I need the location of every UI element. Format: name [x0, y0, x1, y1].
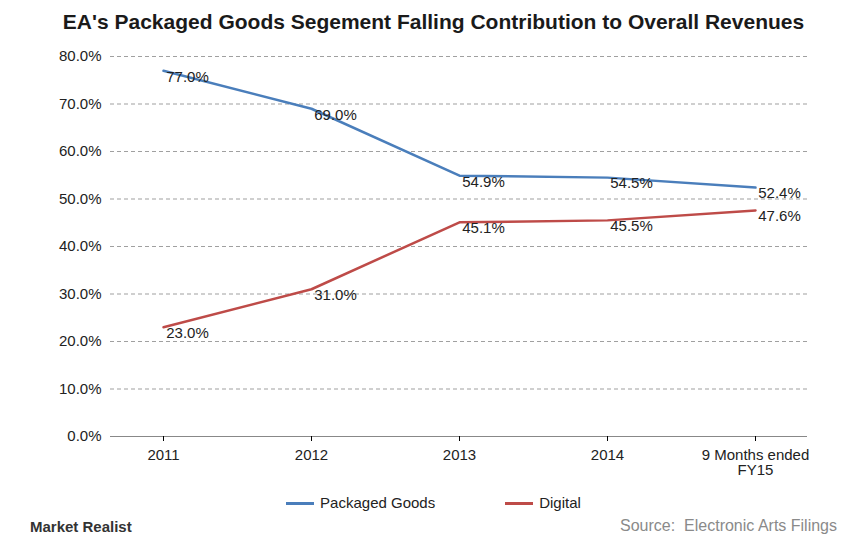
- svg-text:9 Months endedFY15: 9 Months endedFY15: [702, 446, 810, 478]
- svg-text:45.1%: 45.1%: [462, 219, 505, 236]
- svg-text:40.0%: 40.0%: [59, 237, 102, 254]
- svg-text:50.0%: 50.0%: [59, 190, 102, 207]
- html-text:Source: Electronic Arts Filing: Source: Electronic Arts Filings: [620, 517, 837, 534]
- svg-text:60.0%: 60.0%: [59, 142, 102, 159]
- html-text:Market Realist: Market Realist: [30, 517, 132, 535]
- svg-text:45.5%: 45.5%: [610, 217, 653, 234]
- svg-text:30.0%: 30.0%: [59, 285, 102, 302]
- svg-text:77.0%: 77.0%: [166, 68, 209, 85]
- svg-text:2011: 2011: [147, 446, 179, 463]
- svg-text:2012: 2012: [295, 446, 328, 463]
- svg-text:47.6%: 47.6%: [758, 207, 801, 224]
- html-text:Digital: Digital: [539, 493, 581, 511]
- svg-text:20.0%: 20.0%: [59, 332, 102, 349]
- svg-text:52.4%: 52.4%: [758, 184, 801, 201]
- svg-text:69.0%: 69.0%: [314, 106, 357, 123]
- svg-text:70.0%: 70.0%: [59, 95, 102, 112]
- svg-text:2014: 2014: [591, 446, 624, 463]
- svg-text:10.0%: 10.0%: [59, 380, 102, 397]
- svg-text:23.0%: 23.0%: [166, 324, 209, 341]
- svg-text:0.0%: 0.0%: [67, 427, 101, 444]
- svg-text:2013: 2013: [443, 446, 476, 463]
- html-text:Packaged Goods: Packaged Goods: [320, 493, 436, 511]
- svg-text:31.0%: 31.0%: [314, 286, 357, 303]
- html-text:EA's Packaged Goods Segement F: EA's Packaged Goods Segement Falling Con…: [62, 10, 805, 33]
- svg-text:54.9%: 54.9%: [462, 173, 505, 190]
- svg-text:80.0%: 80.0%: [59, 47, 102, 64]
- svg-text:54.5%: 54.5%: [610, 174, 653, 191]
